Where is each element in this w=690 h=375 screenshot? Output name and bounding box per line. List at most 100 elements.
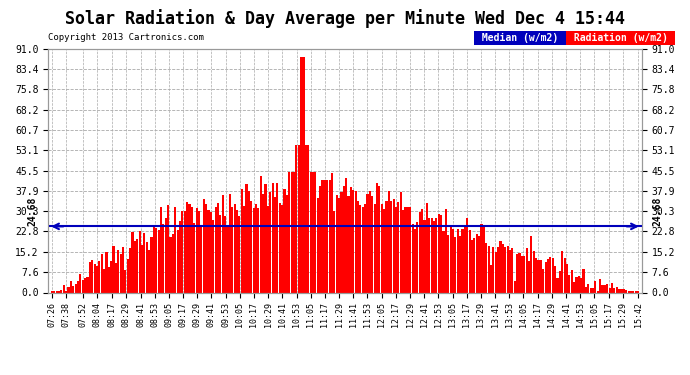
Bar: [528, 261, 530, 292]
Bar: [300, 57, 302, 292]
Bar: [504, 247, 506, 292]
Bar: [274, 196, 276, 292]
Bar: [53, 291, 55, 292]
Bar: [416, 222, 418, 292]
Text: Median (w/m2): Median (w/m2): [475, 33, 564, 43]
Bar: [573, 282, 575, 292]
Bar: [469, 230, 471, 292]
Bar: [210, 212, 212, 292]
Bar: [611, 284, 613, 292]
Bar: [229, 194, 231, 292]
Bar: [55, 291, 58, 292]
Bar: [371, 195, 373, 292]
Bar: [328, 180, 331, 292]
Bar: [65, 291, 67, 292]
Bar: [91, 260, 93, 292]
Bar: [132, 232, 134, 292]
Bar: [551, 258, 554, 292]
Bar: [257, 208, 259, 292]
Bar: [355, 190, 357, 292]
Bar: [193, 224, 195, 292]
Bar: [348, 196, 350, 292]
Bar: [269, 192, 271, 292]
Bar: [452, 229, 454, 292]
Bar: [509, 250, 511, 292]
Bar: [279, 203, 281, 292]
Bar: [72, 286, 75, 292]
Bar: [188, 204, 190, 292]
Bar: [421, 209, 423, 292]
Bar: [333, 211, 335, 292]
Bar: [141, 245, 143, 292]
Bar: [267, 207, 269, 292]
Bar: [89, 262, 91, 292]
Bar: [231, 207, 233, 292]
Bar: [103, 268, 105, 292]
Bar: [101, 254, 103, 292]
Bar: [521, 256, 523, 292]
Bar: [442, 231, 444, 292]
Bar: [81, 280, 83, 292]
Bar: [219, 214, 221, 292]
Bar: [620, 289, 622, 292]
Bar: [58, 291, 60, 292]
Bar: [324, 180, 326, 292]
Bar: [523, 256, 525, 292]
Bar: [542, 268, 544, 292]
Bar: [195, 208, 198, 292]
Bar: [174, 207, 177, 292]
Bar: [60, 290, 62, 292]
Bar: [314, 172, 317, 292]
Bar: [343, 186, 345, 292]
Bar: [400, 192, 402, 292]
Bar: [144, 233, 146, 292]
Bar: [77, 281, 79, 292]
Text: 24.68: 24.68: [652, 197, 662, 226]
Bar: [108, 267, 110, 292]
Bar: [397, 202, 400, 292]
Bar: [248, 191, 250, 292]
Bar: [544, 262, 546, 292]
Bar: [302, 57, 304, 292]
Bar: [609, 288, 611, 292]
Bar: [490, 266, 492, 292]
Bar: [587, 284, 589, 292]
Bar: [153, 226, 155, 292]
Bar: [295, 145, 297, 292]
Bar: [369, 191, 371, 292]
Bar: [450, 225, 452, 292]
Bar: [391, 201, 393, 292]
Bar: [381, 204, 383, 292]
Bar: [566, 264, 568, 292]
Bar: [68, 286, 70, 292]
Bar: [345, 178, 347, 292]
Bar: [139, 231, 141, 292]
Bar: [454, 237, 457, 292]
Bar: [215, 207, 217, 292]
Bar: [350, 186, 352, 292]
Bar: [602, 285, 604, 292]
Bar: [485, 243, 487, 292]
Bar: [535, 258, 537, 292]
Bar: [483, 225, 485, 292]
Bar: [124, 270, 126, 292]
Bar: [288, 172, 290, 292]
Bar: [112, 246, 115, 292]
Bar: [492, 248, 495, 292]
Bar: [447, 235, 449, 292]
Bar: [198, 211, 200, 292]
Bar: [431, 217, 433, 292]
Bar: [286, 195, 288, 292]
Bar: [208, 210, 210, 292]
Bar: [75, 284, 77, 292]
Bar: [480, 224, 482, 292]
Bar: [312, 172, 314, 292]
Bar: [134, 241, 136, 292]
Bar: [585, 287, 587, 292]
Bar: [526, 248, 528, 292]
Bar: [122, 247, 124, 292]
Bar: [569, 276, 571, 292]
Bar: [471, 240, 473, 292]
Bar: [540, 260, 542, 292]
Bar: [466, 218, 469, 292]
